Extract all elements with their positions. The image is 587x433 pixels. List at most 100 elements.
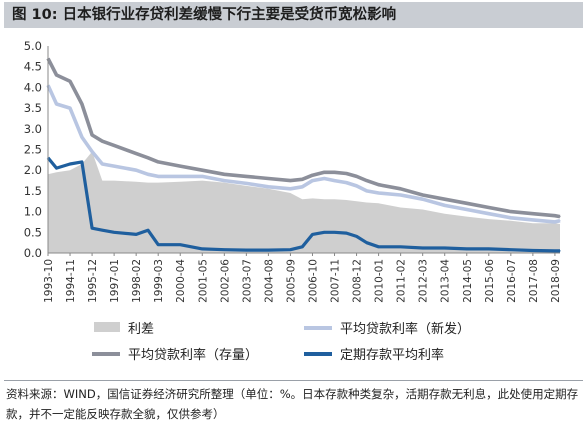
- x-tick-label: 2010-01: [374, 259, 386, 303]
- data-point: [267, 249, 269, 251]
- data-point: [311, 180, 314, 182]
- data-point: [147, 157, 149, 159]
- y-tick-label: 0.0: [24, 246, 42, 260]
- x-tick-label: 2012-03: [418, 259, 430, 303]
- data-point: [345, 182, 347, 184]
- data-point: [323, 231, 325, 233]
- data-point: [366, 190, 368, 192]
- data-point: [55, 167, 58, 169]
- data-point: [55, 103, 58, 105]
- x-tick-label: 2018-09: [550, 259, 562, 303]
- data-point: [135, 169, 137, 171]
- data-point: [559, 250, 561, 252]
- data-point: [289, 188, 291, 190]
- data-point: [554, 250, 556, 252]
- data-point: [201, 169, 203, 171]
- data-point: [444, 204, 446, 206]
- data-point: [378, 246, 380, 248]
- data-point: [69, 107, 71, 109]
- data-point: [400, 194, 402, 196]
- data-point: [91, 134, 93, 136]
- data-point: [323, 171, 325, 173]
- data-point: [532, 219, 534, 221]
- data-point: [559, 220, 561, 222]
- data-point: [267, 186, 269, 188]
- data-point: [532, 213, 534, 215]
- x-tick-label: 1998-02: [131, 259, 143, 303]
- legend: 利差 平均贷款利率（新发） 平均贷款利率（存量） 定期存款平均利率: [92, 321, 470, 363]
- x-tick-label: 2003-07: [241, 259, 253, 303]
- data-point: [311, 233, 314, 235]
- data-point: [378, 192, 380, 194]
- x-tick-label: 2014-05: [462, 259, 474, 303]
- data-point: [356, 235, 358, 237]
- data-point: [135, 153, 137, 155]
- data-point: [422, 247, 424, 249]
- data-point: [400, 246, 402, 248]
- data-point: [69, 163, 71, 165]
- data-point: [157, 244, 159, 246]
- data-point: [333, 231, 336, 233]
- data-point: [554, 221, 556, 223]
- data-point: [201, 175, 203, 177]
- x-tick-label: 2000-04: [175, 259, 187, 303]
- x-tick-label: 2015-06: [484, 259, 496, 303]
- y-tick-label: 3.5: [24, 101, 42, 115]
- data-point: [422, 198, 424, 200]
- y-tick-label: 4.0: [24, 80, 42, 94]
- x-tick-label: 2008-12: [352, 259, 364, 303]
- legend-label: 平均贷款利率（新发）: [340, 321, 470, 337]
- data-point: [301, 178, 303, 180]
- data-point: [488, 248, 490, 250]
- data-point: [333, 180, 336, 182]
- data-point: [289, 180, 291, 182]
- data-point: [466, 202, 468, 204]
- data-point: [366, 180, 368, 182]
- x-tick-label: 2016-07: [506, 259, 518, 303]
- data-point: [345, 172, 347, 175]
- data-point: [444, 247, 446, 249]
- data-point: [510, 217, 512, 219]
- data-point: [245, 249, 247, 251]
- data-point: [559, 216, 561, 218]
- data-point: [510, 249, 512, 251]
- data-point: [81, 136, 83, 138]
- data-point: [91, 151, 93, 153]
- data-point: [223, 180, 225, 182]
- spread-area-layer: [48, 151, 560, 253]
- data-point: [157, 161, 159, 163]
- data-point: [223, 173, 225, 175]
- y-tick-label: 1.5: [24, 184, 42, 198]
- x-tick-label: 2007-11: [330, 259, 342, 303]
- data-point: [113, 165, 115, 167]
- data-point: [91, 227, 93, 229]
- y-tick-label: 5.0: [24, 39, 42, 53]
- data-point: [311, 174, 314, 176]
- data-point: [223, 249, 225, 251]
- data-point: [101, 163, 103, 165]
- data-point: [69, 80, 71, 82]
- data-point: [101, 140, 103, 142]
- data-point: [179, 175, 181, 177]
- y-tick-label: 2.5: [24, 143, 42, 157]
- data-point: [147, 173, 149, 175]
- data-point: [113, 144, 115, 146]
- x-tick-label: 1995-12: [87, 259, 99, 303]
- data-point: [55, 74, 58, 76]
- legend-label: 定期存款平均利率: [340, 347, 444, 363]
- data-point: [81, 103, 83, 105]
- data-point: [301, 246, 303, 248]
- data-point: [245, 175, 247, 177]
- data-point: [444, 198, 446, 200]
- data-point: [323, 177, 325, 180]
- x-tick-label: 1993-10: [43, 259, 55, 303]
- x-tick-label: 1994-11: [65, 259, 77, 303]
- source-divider: [4, 380, 583, 381]
- y-tick-label: 0.5: [24, 225, 42, 239]
- data-point: [532, 249, 534, 252]
- legend-label: 平均贷款利率（存量）: [128, 347, 258, 363]
- x-tick-label: 2002-06: [219, 259, 231, 303]
- y-tick-label: 2.0: [24, 163, 42, 177]
- legend-swatch-area: [94, 322, 120, 332]
- data-point: [101, 229, 103, 231]
